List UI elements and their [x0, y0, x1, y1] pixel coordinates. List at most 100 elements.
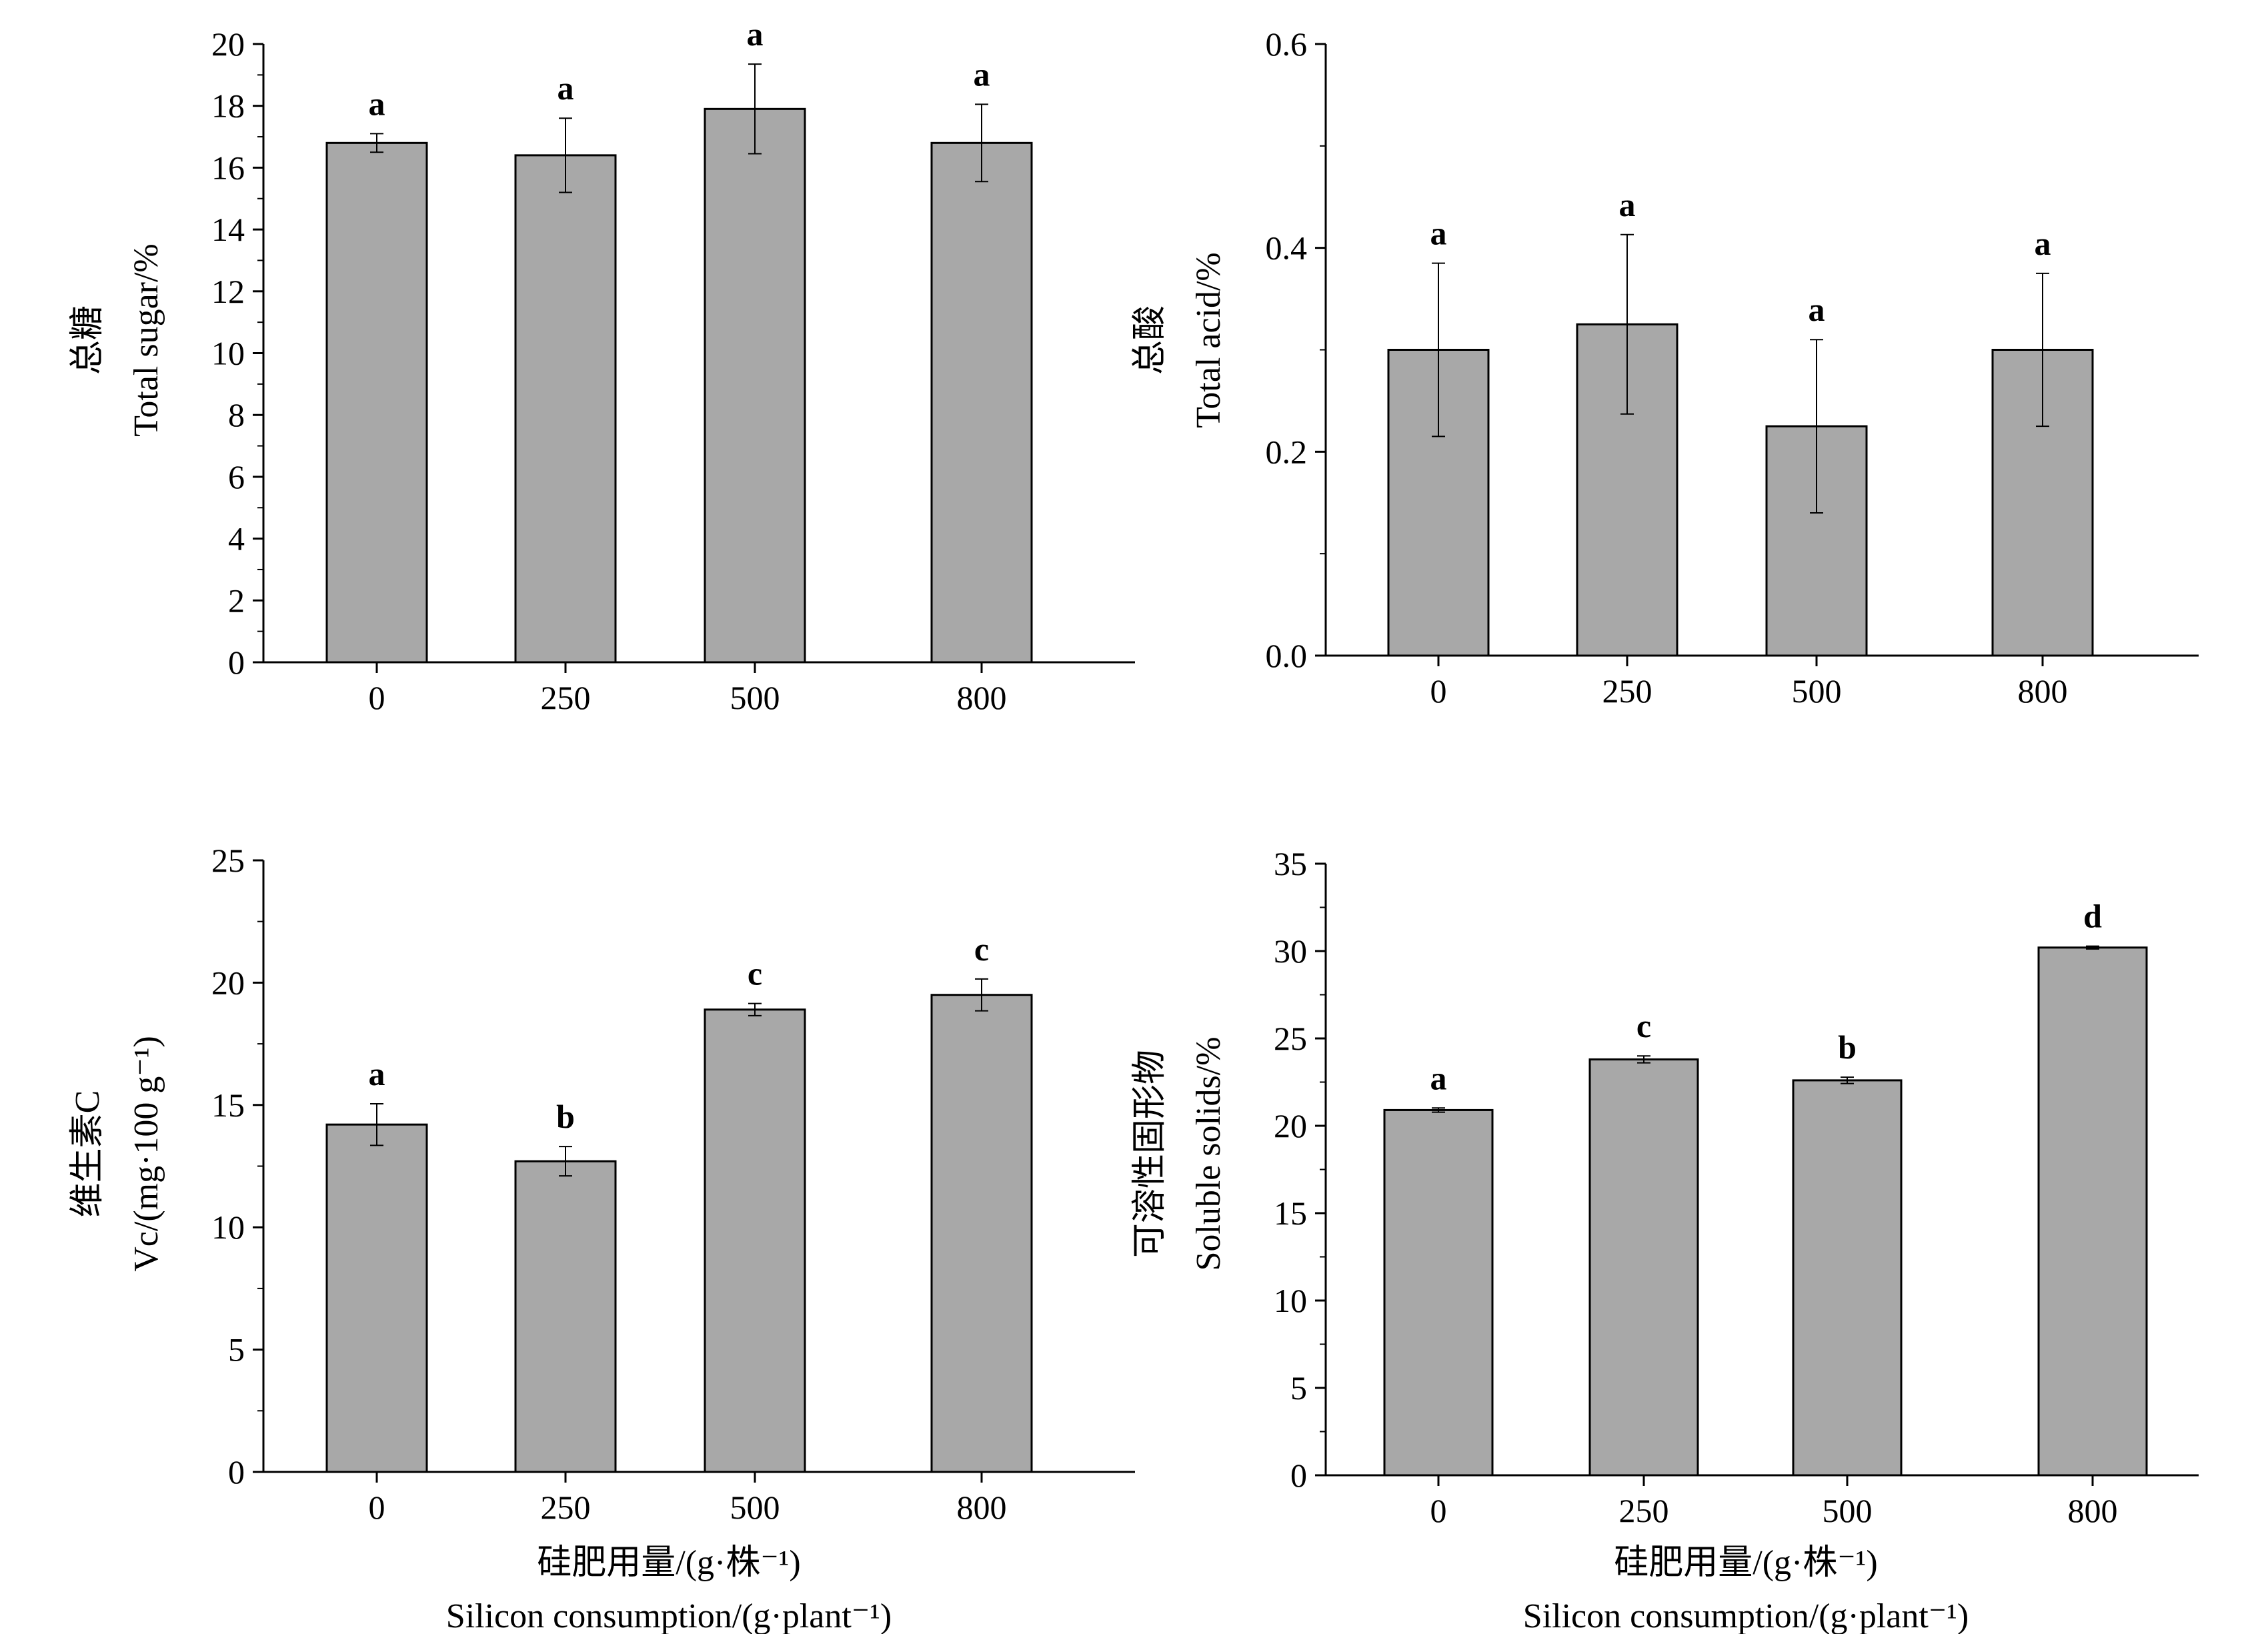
error-bar-0 [370, 133, 383, 153]
significance-label-0: a [369, 1055, 385, 1092]
significance-label-800: d [2083, 898, 2102, 935]
y-tick-label: 5 [1290, 1369, 1307, 1407]
bar-0 [1383, 1108, 1494, 1477]
ylabel-zh-total-acid: 总酸 [1131, 305, 1169, 375]
panel-soluble-solids: 0 5 10 15 20 25 30 35 a 0 c 250 b 500 d 800 可溶性固形物 Solu… [1131, 845, 2199, 1529]
y-tick-label: 10 [211, 335, 245, 372]
ylabel-zh-total-sugar: 总糖 [69, 305, 107, 375]
panel-vitamin-c-marks: 0 5 10 15 20 25 a 0 b 250 c 500 c 800 [211, 842, 1135, 1526]
error-bar-500 [1810, 339, 1823, 514]
significance-label-500: a [1809, 291, 1825, 328]
bar-250 [514, 1160, 617, 1473]
error-bar-0 [370, 1102, 383, 1146]
y-tick-label: 20 [1274, 1107, 1307, 1144]
ylabel-total-sugar: Total sugar/% [127, 243, 165, 437]
y-tick-label: 10 [211, 1208, 245, 1246]
bar-0 [325, 1123, 428, 1473]
bar-250 [1588, 1058, 1699, 1477]
error-bar-800 [2086, 945, 2099, 950]
x-tick-label-500: 500 [1792, 672, 1842, 710]
bar-500 [704, 1008, 806, 1473]
significance-label-0: a [369, 85, 385, 122]
ylabel-zh-vitamin-c: 维生素C [69, 1090, 107, 1218]
x-tick-label-0: 0 [369, 1489, 385, 1526]
y-tick-label: 5 [228, 1331, 245, 1369]
error-bar-0 [1432, 262, 1445, 438]
y-tick-label: 0.0 [1266, 637, 1308, 674]
error-bar-250 [1637, 1055, 1650, 1064]
panel-vitamin-c: 0 5 10 15 20 25 a 0 b 250 c 500 c 800 维生素C Vc/(mg·100… [69, 842, 1135, 1526]
y-tick-label: 0.6 [1266, 25, 1308, 63]
error-bar-800 [975, 103, 988, 183]
y-tick-label: 6 [228, 458, 245, 496]
xlabel-right: Silicon consumption/(g·plant⁻¹) [1523, 1597, 1969, 1634]
bar-800 [2037, 946, 2148, 1477]
x-tick-label-250: 250 [1602, 672, 1652, 710]
error-bar-0 [1432, 1107, 1445, 1113]
panel-total-sugar: 0 2 4 6 8 10 12 14 16 18 20 a 0 a 250 a 500 a 800 总糖 Total… [69, 15, 1135, 716]
x-tick-label-250: 250 [541, 1489, 591, 1526]
y-tick-label: 0 [228, 644, 245, 681]
significance-label-0: a [1430, 215, 1447, 252]
bar-250 [514, 154, 617, 664]
y-tick-label: 12 [211, 273, 245, 310]
error-bar-500 [748, 1002, 762, 1016]
panel-total-acid-marks: 0.0 0.2 0.4 0.6 a 0 a 250 a 500 a 800 [1266, 25, 2199, 710]
y-tick-label: 15 [1274, 1194, 1307, 1232]
ylabel-vitamin-c: Vc/(mg·100 g⁻¹) [127, 1036, 165, 1272]
error-bar-250 [559, 117, 572, 193]
y-tick-label: 14 [211, 211, 245, 248]
x-tick-label-800: 800 [2018, 672, 2068, 710]
error-bar-800 [975, 978, 988, 1012]
x-tick-label-0: 0 [1430, 1492, 1447, 1529]
y-tick-label: 25 [1274, 1020, 1307, 1057]
ylabel-soluble-solids: Soluble solids/% [1190, 1036, 1228, 1271]
y-tick-label: 18 [211, 87, 245, 125]
bar-800 [930, 141, 1033, 664]
bar-0 [325, 141, 428, 664]
bar-800 [930, 994, 1033, 1473]
x-tick-label-500: 500 [730, 1489, 780, 1526]
error-bar-500 [748, 63, 762, 155]
xlabel-zh-right: 硅肥用量/(g·株⁻¹) [1614, 1544, 1877, 1582]
bar-500 [1792, 1079, 1903, 1477]
y-tick-label: 10 [1274, 1282, 1307, 1319]
significance-label-250: c [1636, 1007, 1651, 1044]
significance-label-250: b [556, 1098, 575, 1135]
x-tick-label-250: 250 [1619, 1492, 1669, 1529]
y-tick-label: 35 [1274, 845, 1307, 882]
y-tick-label: 20 [211, 25, 245, 63]
error-bar-500 [1841, 1076, 1854, 1084]
x-tick-label-0: 0 [369, 679, 385, 716]
x-tick-label-500: 500 [1823, 1492, 1873, 1529]
ylabel-zh-soluble-solids: 可溶性固形物 [1131, 1050, 1169, 1258]
x-tick-label-500: 500 [730, 679, 780, 716]
significance-label-500: b [1838, 1028, 1857, 1066]
x-tick-label-800: 800 [2068, 1492, 2118, 1529]
significance-label-500: a [747, 15, 764, 53]
y-tick-label: 20 [211, 964, 245, 1001]
x-tick-label-0: 0 [1430, 672, 1447, 710]
significance-label-250: a [1619, 186, 1636, 223]
error-bar-250 [559, 1146, 572, 1177]
y-tick-label: 25 [211, 842, 245, 879]
significance-label-250: a [557, 69, 574, 107]
error-bar-800 [2036, 272, 2049, 428]
y-tick-label: 0 [1290, 1457, 1307, 1494]
y-tick-label: 4 [228, 520, 245, 558]
xlabel-zh-left: 硅肥用量/(g·株⁻¹) [537, 1544, 800, 1582]
panel-total-acid: 0.0 0.2 0.4 0.6 a 0 a 250 a 500 a 800 总酸 Total acid… [1131, 25, 2199, 710]
significance-label-800: c [974, 930, 989, 968]
x-tick-label-800: 800 [957, 1489, 1007, 1526]
significance-label-0: a [1430, 1059, 1447, 1096]
significance-label-800: a [974, 55, 990, 93]
y-tick-label: 0.4 [1266, 229, 1308, 267]
error-bar-250 [1620, 233, 1634, 415]
y-tick-label: 0 [228, 1453, 245, 1491]
y-tick-label: 2 [228, 582, 245, 619]
y-tick-label: 15 [211, 1086, 245, 1124]
x-tick-label-800: 800 [957, 679, 1007, 716]
y-tick-label: 0.2 [1266, 433, 1308, 470]
x-tick-label-250: 250 [541, 679, 591, 716]
